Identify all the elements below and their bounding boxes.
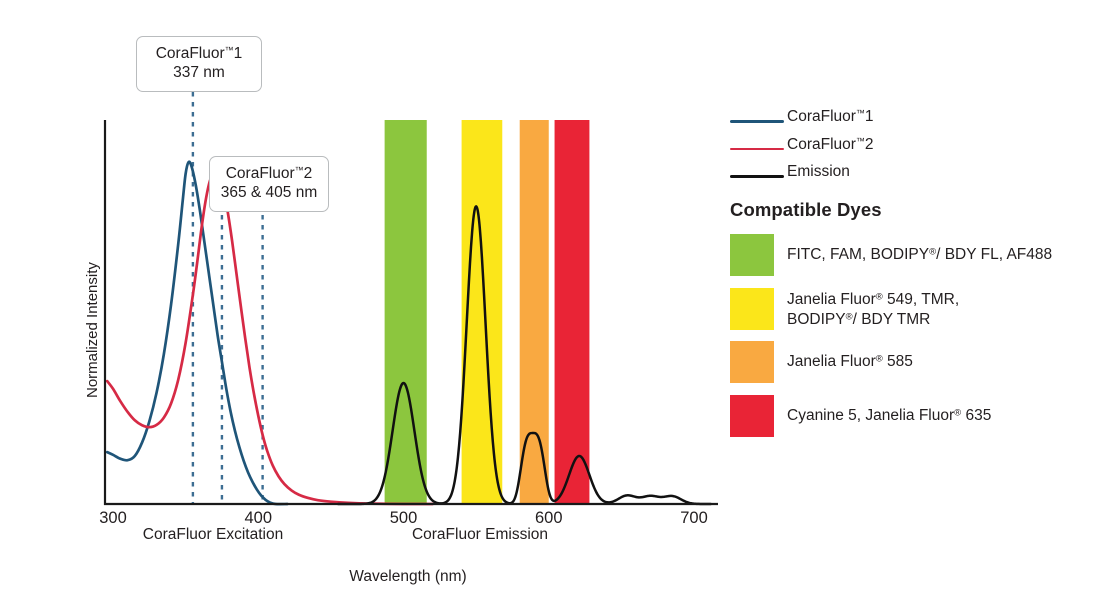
legend-label-corafluor-1: CoraFluor™1 [787, 108, 874, 125]
legend-swatch-line-emission [730, 175, 784, 178]
excitation-curve-1 [105, 160, 289, 506]
excitation-curve-2 [105, 171, 434, 506]
dye-label-yellow: Janelia Fluor® 549, TMR, BODIPY®/ BDY TMR [787, 291, 960, 329]
dye-swatch-green [730, 234, 774, 276]
x-tick-300: 300 [99, 509, 127, 527]
dye-label-red: Cyanine 5, Janelia Fluor® 635 [787, 407, 992, 424]
callout-1-value: 337 nm [173, 64, 225, 82]
emission-band-4 [554, 120, 590, 504]
x-tick-500: 500 [389, 509, 418, 527]
compatible-dyes-heading: Compatible Dyes [730, 199, 882, 220]
y-axis-label: Normalized Intensity [84, 262, 101, 398]
dye-label-orange: Janelia Fluor® 585 [787, 353, 913, 370]
legend-swatch-line-corafluor-1 [730, 120, 784, 123]
dye-swatch-red [730, 395, 774, 437]
legend-swatch-line-corafluor-2 [730, 147, 784, 151]
dye-label-green: FITC, FAM, BODIPY®/ BDY FL, AF488 [787, 246, 1053, 263]
dye-swatch-orange [730, 341, 774, 383]
legend-label-emission: Emission [787, 163, 850, 180]
dye-swatch-yellow [730, 288, 774, 330]
callout-2-value: 365 & 405 nm [220, 184, 318, 202]
x-axis-title: Wavelength (nm) [349, 568, 467, 585]
callout-corafluor-1: CoraFluor™1 337 nm [136, 36, 262, 92]
callout-1-title: CoraFluor™1 [155, 45, 243, 62]
x-caption-excitation: CoraFluor Excitation [142, 526, 284, 543]
emission-band-3 [519, 120, 549, 504]
x-tick-600: 600 [534, 509, 563, 527]
legend-row-corafluor-2[interactable]: CoraFluor™2 [730, 136, 1100, 164]
legend-row-corafluor-1[interactable]: CoraFluor™1 [730, 108, 1100, 136]
legend-row-emission[interactable]: Emission [730, 163, 1100, 191]
callout-corafluor-2: CoraFluor™2 365 & 405 nm [209, 156, 329, 212]
callout-2-title: CoraFluor™2 [225, 165, 313, 182]
x-tick-700: 700 [680, 509, 708, 527]
x-tick-400: 400 [244, 509, 273, 527]
emission-curve [336, 205, 712, 506]
series-legend: CoraFluor™1 CoraFluor™2 Emission [730, 108, 1100, 191]
legend-label-corafluor-2: CoraFluor™2 [787, 135, 874, 153]
x-caption-emission: CoraFluor Emission [411, 526, 549, 543]
